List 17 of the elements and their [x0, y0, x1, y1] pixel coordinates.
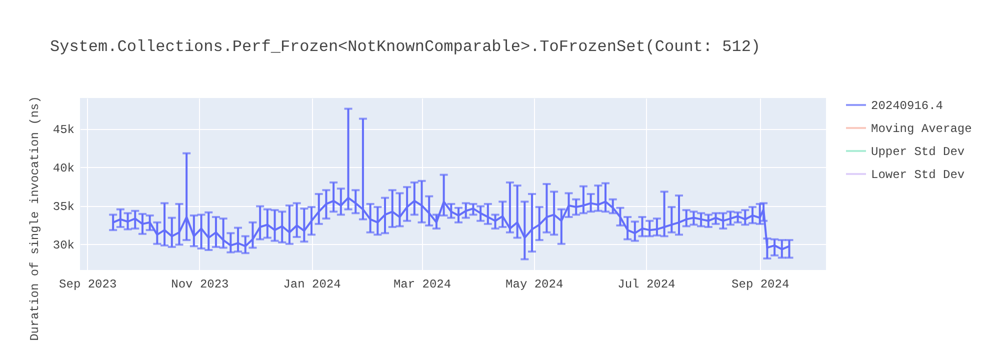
- y-tick-label: 45k: [52, 123, 74, 138]
- x-tick-label: Sep 2024: [732, 278, 790, 292]
- chart-title: System.Collections.Perf_Frozen<NotKnownComparable>.ToFrozenSet(Count: 512): [50, 38, 761, 56]
- legend-label: Upper Std Dev: [871, 145, 965, 159]
- y-tick-label: 30k: [52, 238, 74, 252]
- y-tick-label: 40k: [52, 162, 74, 176]
- x-tick-label: May 2024: [506, 278, 564, 292]
- x-tick-label: Nov 2023: [171, 278, 229, 292]
- legend-label: 20240916.4: [871, 99, 944, 113]
- x-tick-label: Mar 2024: [393, 278, 452, 292]
- legend-label: Moving Average: [871, 122, 972, 136]
- y-axis-title: Duration of single invocation (ns): [28, 96, 42, 341]
- legend-label: Lower Std Dev: [871, 168, 965, 182]
- x-tick-label: Jan 2024: [283, 278, 341, 292]
- x-tick-label: Jul 2024: [618, 278, 676, 292]
- y-tick-label: 35k: [52, 200, 74, 214]
- x-tick-label: Sep 2023: [59, 278, 117, 292]
